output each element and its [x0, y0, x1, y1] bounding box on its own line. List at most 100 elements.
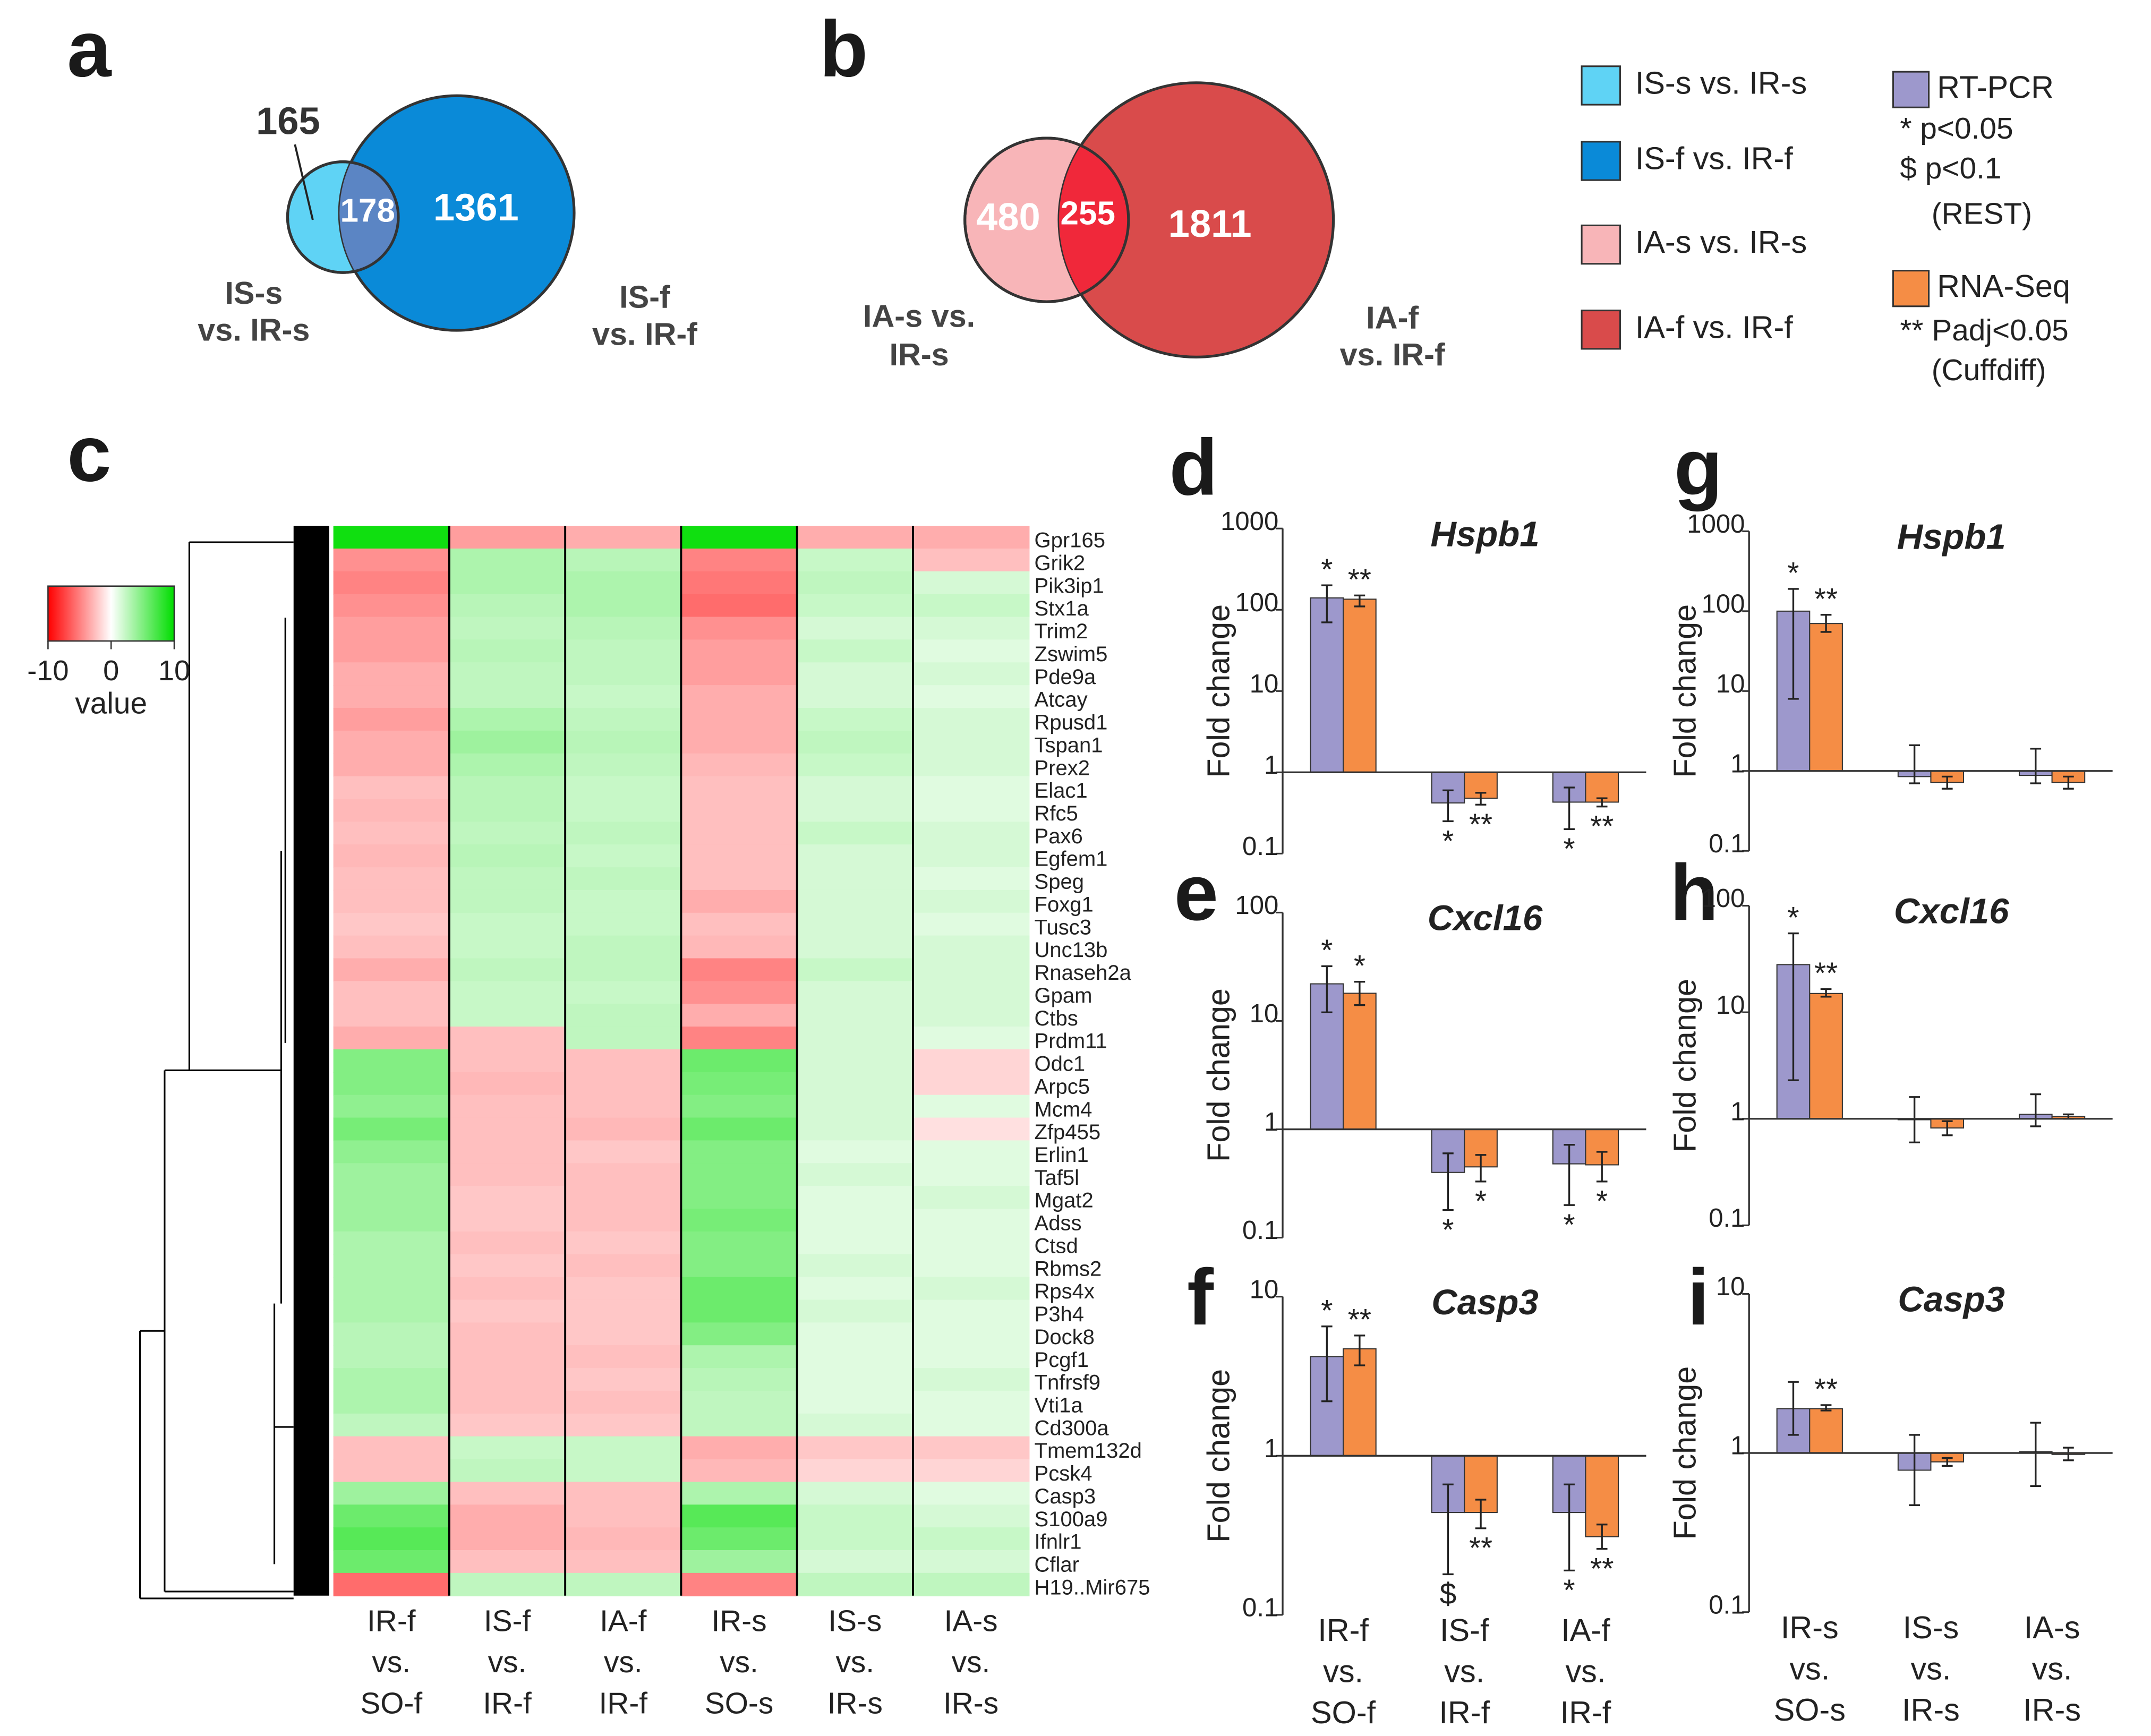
heatmap-cell — [797, 1231, 914, 1255]
heatmap-cell — [797, 1527, 914, 1551]
heatmap-cell — [681, 1117, 798, 1141]
significance-marker: ** — [1814, 957, 1838, 990]
legend-label: IA-f vs. IR-f — [1635, 309, 1793, 345]
y-tick-label: 100 — [1235, 891, 1278, 920]
heatmap-cell — [912, 617, 1030, 640]
row-label: Pik3ip1 — [1035, 574, 1104, 597]
venn-label: IA-s vs. — [863, 298, 975, 334]
heatmap-cell — [449, 1163, 566, 1187]
heatmap-cell — [912, 1459, 1030, 1483]
heatmap-cell — [333, 662, 450, 686]
row-label: Mcm4 — [1035, 1098, 1092, 1121]
heatmap-cell — [797, 935, 914, 959]
heatmap-cell — [565, 912, 682, 936]
y-tick-label: 10 — [1716, 1272, 1745, 1301]
heatmap-cell — [912, 958, 1030, 982]
heatmap-cell — [565, 1572, 682, 1597]
heatmap-cell — [797, 822, 914, 845]
column-label: IS-f — [484, 1604, 531, 1638]
heatmap-cell — [565, 548, 682, 572]
heatmap-cell — [449, 1504, 566, 1528]
heatmap-cell — [565, 981, 682, 1005]
colorbar-tick-label: 10 — [158, 655, 190, 687]
panel-letter: f — [1187, 1252, 1214, 1341]
heatmap-cell — [333, 1186, 450, 1210]
heatmap-cell — [565, 1413, 682, 1437]
heatmap-cell — [449, 1140, 566, 1164]
heatmap-cell — [565, 1163, 682, 1187]
heatmap-cell — [681, 1322, 798, 1346]
x-tick-label: IR-f — [1560, 1695, 1611, 1730]
heatmap-cell — [449, 1527, 566, 1551]
heatmap-cell — [797, 1027, 914, 1050]
heatmap-cell — [797, 776, 914, 800]
legend-label: IS-f vs. IR-f — [1635, 141, 1793, 176]
heatmap-cell — [449, 1027, 566, 1050]
y-tick-label: 100 — [1235, 588, 1278, 617]
heatmap-cell — [565, 1550, 682, 1574]
heatmap-cell — [449, 867, 566, 891]
heatmap-cell — [565, 1231, 682, 1255]
heatmap-cell — [681, 548, 798, 572]
column-label: vs. — [372, 1646, 411, 1679]
heatmap-cell — [912, 1254, 1030, 1278]
heatmap-cell — [681, 1368, 798, 1392]
heatmap-cell — [449, 912, 566, 936]
heatmap-cell — [565, 1345, 682, 1369]
heatmap-cell — [912, 1072, 1030, 1096]
heatmap-cell — [797, 1345, 914, 1369]
heatmap-cell — [912, 639, 1030, 663]
heatmap-cell — [797, 707, 914, 732]
heatmap-cell — [333, 1049, 450, 1073]
heatmap-cell — [333, 753, 450, 777]
y-tick-label: 10 — [1250, 1275, 1279, 1304]
legend-note: ** Padj<0.05 — [1900, 314, 2068, 347]
legend-note: * p<0.05 — [1900, 112, 2013, 146]
y-axis-label: Fold change — [1667, 979, 1703, 1152]
heatmap-cell — [797, 1186, 914, 1210]
venn-count: 178 — [340, 193, 395, 229]
heatmap-cell — [912, 1572, 1030, 1597]
heatmap-cell — [681, 1072, 798, 1096]
heatmap-cell — [912, 707, 1030, 732]
y-axis-label: Fold change — [1667, 604, 1703, 778]
heatmap-cell — [565, 1254, 682, 1278]
heatmap-cell — [681, 1254, 798, 1278]
y-tick-label: 10 — [1250, 999, 1279, 1028]
dendrogram — [139, 526, 329, 1600]
y-tick-label: 1000 — [1220, 507, 1278, 536]
heatmap-cell — [681, 1459, 798, 1483]
x-tick-label: SO-f — [1311, 1695, 1376, 1730]
heatmap-cell — [681, 935, 798, 959]
row-label: S100a9 — [1035, 1508, 1108, 1531]
heatmap-cell — [449, 1277, 566, 1301]
heatmap-cell — [912, 822, 1030, 845]
heatmap-cell — [912, 890, 1030, 914]
chart-title: Hspb1 — [1897, 517, 2006, 557]
heatmap-cell — [449, 1231, 566, 1255]
heatmap-cell — [912, 1299, 1030, 1323]
heatmap-cell — [797, 1390, 914, 1415]
heatmap-cell — [565, 1209, 682, 1233]
row-label: Grik2 — [1035, 552, 1086, 575]
heatmap-cell — [912, 867, 1030, 891]
heatmap-cell — [912, 1550, 1030, 1574]
heatmap-cell — [333, 958, 450, 982]
venn-label: vs. IR-f — [1340, 337, 1445, 372]
column-label: vs. — [720, 1646, 758, 1679]
legend-label: RT-PCR — [1937, 69, 2054, 105]
heatmap-cell — [797, 1459, 914, 1483]
heatmap-cell — [565, 1277, 682, 1301]
significance-marker: ** — [1590, 810, 1614, 843]
heatmap-cell — [681, 685, 798, 709]
heatmap-cell — [912, 594, 1030, 618]
heatmap-cell — [333, 981, 450, 1005]
heatmap-cell — [333, 844, 450, 868]
heatmap-cell — [912, 753, 1030, 777]
heatmap-cell — [912, 1436, 1030, 1460]
heatmap-cell — [449, 1368, 566, 1392]
heatmap-cell — [449, 1072, 566, 1096]
heatmap-cell — [449, 981, 566, 1005]
row-label: H19..Mir675 — [1035, 1576, 1150, 1599]
